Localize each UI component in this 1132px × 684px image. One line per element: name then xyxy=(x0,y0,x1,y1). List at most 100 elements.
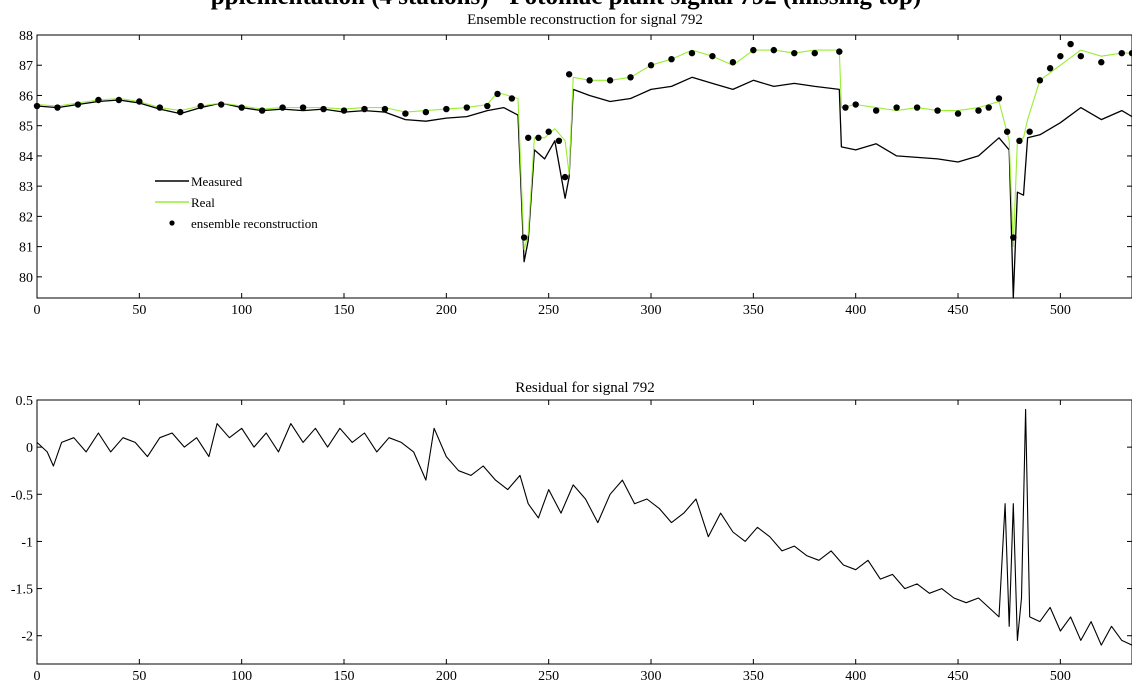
ensemble-reconstruction-point xyxy=(1010,234,1016,240)
ensemble-reconstruction-point xyxy=(975,107,981,113)
ensemble-reconstruction-point xyxy=(1047,65,1053,71)
ensemble-reconstruction-point xyxy=(791,50,797,56)
ensemble-reconstruction-point xyxy=(750,47,756,53)
reconstruction-series xyxy=(34,41,1132,298)
y-tick-label: -0.5 xyxy=(11,488,33,503)
ensemble-reconstruction-point xyxy=(535,135,541,141)
ensemble-reconstruction-point xyxy=(54,104,60,110)
ensemble-reconstruction-point xyxy=(709,53,715,59)
ensemble-reconstruction-point xyxy=(996,95,1002,101)
ensemble-reconstruction-point xyxy=(136,98,142,104)
ensemble-reconstruction-point xyxy=(320,106,326,112)
y-tick-label: -1.5 xyxy=(11,583,33,598)
ensemble-reconstruction-point xyxy=(771,47,777,53)
x-tick-label: 0 xyxy=(34,669,41,684)
ensemble-reconstruction-point xyxy=(689,50,695,56)
ensemble-reconstruction-point xyxy=(934,107,940,113)
y-tick-label: 88 xyxy=(19,29,33,44)
ensemble-reconstruction-point xyxy=(382,106,388,112)
ensemble-reconstruction-point xyxy=(1057,53,1063,59)
x-tick-label: 350 xyxy=(743,303,764,318)
reconstruction-chart-title: Ensemble reconstruction for signal 792 xyxy=(467,12,703,28)
ensemble-reconstruction-point xyxy=(648,62,654,68)
ensemble-reconstruction-point xyxy=(627,74,633,80)
ensemble-reconstruction-point xyxy=(562,174,568,180)
ensemble-reconstruction-point xyxy=(1026,129,1032,135)
ensemble-reconstruction-point xyxy=(279,104,285,110)
ensemble-reconstruction-point xyxy=(423,109,429,115)
legend-label-real: Real xyxy=(191,195,215,210)
ensemble-reconstruction-point xyxy=(402,110,408,116)
x-tick-label: 450 xyxy=(948,303,969,318)
residual-ticks: 0 50 100 150 200 250 300 350 400 450 5000.50-0.5-1… xyxy=(11,394,1132,684)
residual-series xyxy=(37,409,1132,645)
ensemble-reconstruction-point xyxy=(566,71,572,77)
legend-label-measured: Measured xyxy=(191,174,243,189)
ensemble-reconstruction-point xyxy=(494,91,500,97)
ensemble-reconstruction-point xyxy=(730,59,736,65)
ensemble-reconstruction-point xyxy=(1067,41,1073,47)
x-tick-label: 450 xyxy=(948,669,969,684)
x-tick-label: 200 xyxy=(436,669,457,684)
legend-label-ensemble-reconstruction: ensemble reconstruction xyxy=(191,216,318,231)
ensemble-reconstruction-point xyxy=(1119,50,1125,56)
ensemble-reconstruction-point xyxy=(198,103,204,109)
ensemble-reconstruction-point xyxy=(556,138,562,144)
ensemble-reconstruction-point xyxy=(1078,53,1084,59)
ensemble-reconstruction-point xyxy=(586,77,592,83)
ensemble-reconstruction-point xyxy=(177,109,183,115)
ensemble-reconstruction-point xyxy=(95,97,101,103)
y-tick-label: 86 xyxy=(19,89,33,104)
x-tick-label: 500 xyxy=(1050,669,1071,684)
ensemble-reconstruction-point xyxy=(525,135,531,141)
x-tick-label: 250 xyxy=(538,303,559,318)
y-tick-label: 84 xyxy=(19,150,33,165)
x-tick-label: 300 xyxy=(641,303,662,318)
reconstruction-chart: Ensemble reconstruction for signal 792 0… xyxy=(19,12,1132,318)
residual-plot-frame xyxy=(37,400,1132,664)
ensemble-reconstruction-point xyxy=(836,48,842,54)
y-tick-label: 87 xyxy=(19,59,33,74)
ensemble-reconstruction-point xyxy=(914,104,920,110)
ensemble-reconstruction-point xyxy=(1016,138,1022,144)
residual-line xyxy=(37,409,1132,645)
x-tick-label: 0 xyxy=(34,303,41,318)
y-tick-label: 81 xyxy=(19,241,33,256)
ensemble-reconstruction-point xyxy=(842,104,848,110)
residual-chart-title: Residual for signal 792 xyxy=(515,380,655,396)
ensemble-reconstruction-point xyxy=(545,129,551,135)
ensemble-reconstruction-point xyxy=(361,106,367,112)
y-tick-label: 80 xyxy=(19,271,33,286)
ensemble-reconstruction-point xyxy=(852,101,858,107)
x-tick-label: 100 xyxy=(231,303,252,318)
y-tick-label: 82 xyxy=(19,210,33,225)
legend-marker-ensemble-reconstruction xyxy=(169,220,174,225)
ensemble-reconstruction-point xyxy=(341,107,347,113)
x-tick-label: 300 xyxy=(641,669,662,684)
x-tick-label: 50 xyxy=(132,303,146,318)
x-tick-label: 400 xyxy=(845,669,866,684)
ensemble-reconstruction-series xyxy=(34,41,1132,241)
ensemble-reconstruction-point xyxy=(157,104,163,110)
ensemble-reconstruction-point xyxy=(986,104,992,110)
ensemble-reconstruction-point xyxy=(443,106,449,112)
ensemble-reconstruction-point xyxy=(1098,59,1104,65)
ensemble-reconstruction-point xyxy=(218,101,224,107)
ensemble-reconstruction-point xyxy=(259,107,265,113)
x-tick-label: 500 xyxy=(1050,303,1071,318)
x-tick-label: 200 xyxy=(436,303,457,318)
x-tick-label: 400 xyxy=(845,303,866,318)
ensemble-reconstruction-point xyxy=(464,104,470,110)
y-tick-label: 0 xyxy=(26,441,33,456)
y-tick-label: 0.5 xyxy=(16,394,34,409)
ensemble-reconstruction-point xyxy=(1004,129,1010,135)
ensemble-reconstruction-point xyxy=(484,103,490,109)
reconstruction-plot-frame xyxy=(37,35,1132,298)
ensemble-reconstruction-point xyxy=(812,50,818,56)
x-tick-label: 150 xyxy=(334,303,355,318)
x-tick-label: 350 xyxy=(743,669,764,684)
y-tick-label: 85 xyxy=(19,120,33,135)
ensemble-reconstruction-point xyxy=(668,56,674,62)
ensemble-reconstruction-point xyxy=(873,107,879,113)
